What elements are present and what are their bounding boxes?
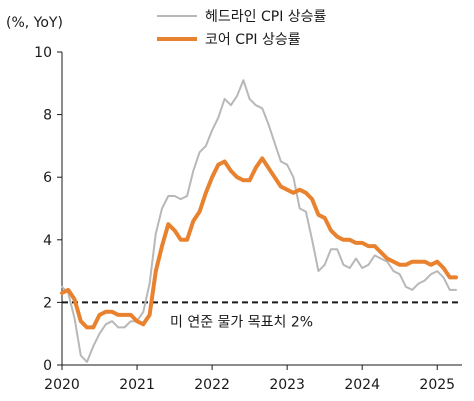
y-tick-label: 10 [34,45,52,61]
x-ticks: 2020 2021 2022 2023 2024 2025 [44,365,455,393]
legend-label-headline: 헤드라인 CPI 상승률 [205,9,327,25]
x-tick-label: 2024 [344,377,380,393]
y-tick-label: 0 [43,358,52,374]
series-layer [60,79,458,363]
x-tick-label: 2023 [269,377,305,393]
x-tick-label: 2025 [419,377,455,393]
unit-label: (%, YoY) [6,15,63,31]
x-tick-label: 2020 [44,377,80,393]
y-tick-label: 4 [43,233,52,249]
fed-target-label: 미 연준 물가 목표치 2% [170,314,313,330]
legend: 헤드라인 CPI 상승률 코어 CPI 상승률 [157,9,327,48]
x-tick-label: 2022 [194,377,230,393]
y-tick-label: 2 [43,295,52,311]
y-tick-label: 6 [43,170,52,186]
y-tick-label: 8 [43,108,52,124]
y-ticks: 0 2 4 6 8 10 [34,45,62,374]
core-cpi-line [60,156,458,330]
reference-line-group: 미 연준 물가 목표치 2% [62,301,462,330]
axes [61,52,462,366]
legend-label-core: 코어 CPI 상승률 [205,32,301,48]
x-tick-label: 2021 [119,377,155,393]
headline-cpi-line [61,79,457,363]
